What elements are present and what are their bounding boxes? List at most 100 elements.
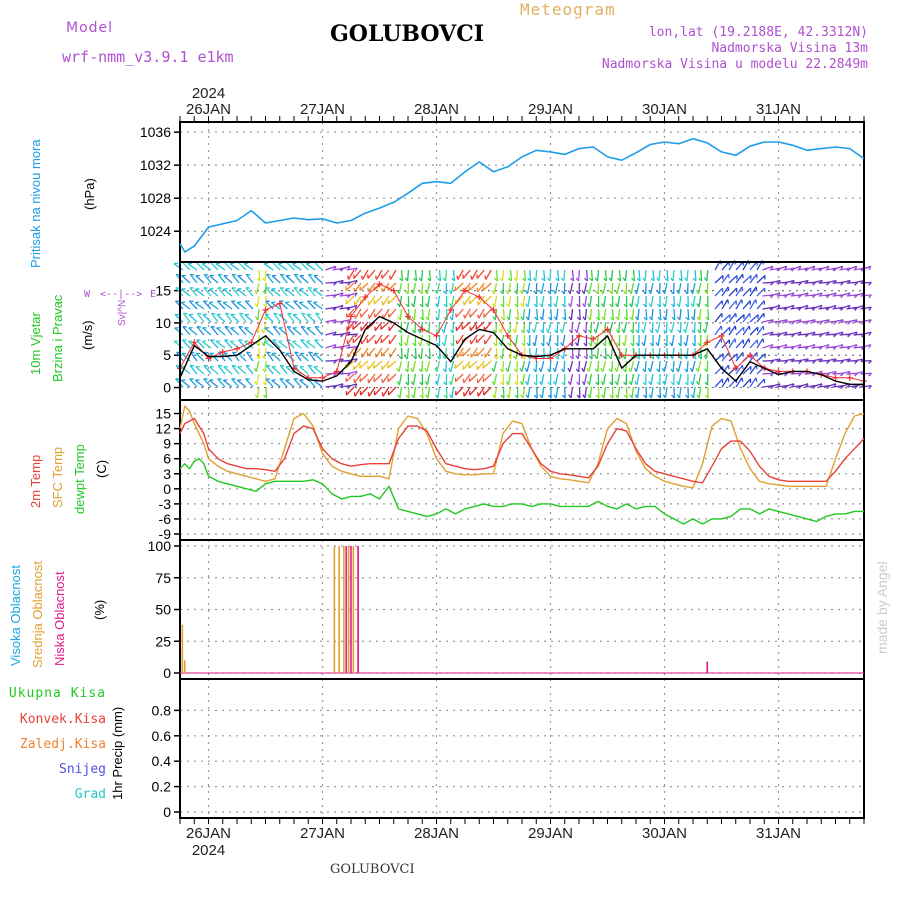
wind-barb-flag <box>203 364 209 367</box>
wind-barb <box>210 326 219 336</box>
wind-barb <box>287 312 295 323</box>
wind-barb-flag <box>587 316 591 321</box>
wind-barb-flag <box>262 368 266 373</box>
wind-barb-flag <box>436 342 440 347</box>
wind-barb-flag <box>531 328 535 334</box>
wind-barb-flag <box>670 303 675 308</box>
wind-barb-flag <box>661 367 665 372</box>
wind-barb-flag <box>493 355 498 360</box>
wind-barb-flag <box>602 342 606 347</box>
compass-ew-arrow: <--|--> <box>100 289 143 300</box>
wind-barb <box>728 338 736 349</box>
wind-barb <box>790 265 802 271</box>
wind-barb <box>735 377 743 388</box>
wind-barb <box>438 269 442 282</box>
wind-barb-flag <box>405 394 410 399</box>
wind-barb <box>272 261 281 271</box>
wind-barb-flag <box>374 353 377 358</box>
wind-barb-flag <box>450 342 454 347</box>
wind-barb <box>236 302 247 310</box>
wind-barb-flag <box>595 381 599 386</box>
footer-station: GOLUBOVCI <box>330 862 415 877</box>
wind-barb-flag <box>547 381 552 386</box>
wind-barb-flag <box>668 328 673 334</box>
pressure-series-line <box>179 137 865 253</box>
wind-barb <box>230 314 240 323</box>
wind-barb <box>677 360 682 372</box>
wind-barb-flag <box>840 360 844 365</box>
wind-barb <box>650 373 654 385</box>
wind-barb <box>375 347 383 358</box>
wind-barb-flag <box>498 328 502 334</box>
wind-barb <box>790 306 802 310</box>
wind-barb <box>173 340 184 349</box>
wind-barb-flag <box>346 353 349 358</box>
wind-barb <box>307 300 316 310</box>
wind-barb-flag <box>484 275 487 280</box>
wind-barb-flag <box>642 290 647 295</box>
wind-barb <box>444 347 448 359</box>
wind-barb-flag <box>238 325 243 328</box>
wind-barb <box>428 347 431 360</box>
wind-barb-flag <box>581 381 585 386</box>
wind-barb-flag <box>805 321 809 325</box>
wind-barb <box>217 378 226 388</box>
wind-barb-flag <box>656 381 661 386</box>
wind-barb-flag <box>534 316 538 321</box>
wind-barb <box>637 321 640 334</box>
ytick-label-temperature: 9 <box>163 436 171 452</box>
wind-barb-flag <box>448 289 452 295</box>
wind-barb-flag <box>525 394 529 399</box>
wind-barb <box>339 331 351 336</box>
wind-barb-flag <box>623 316 628 321</box>
wind-barb <box>790 319 802 323</box>
wind-barb-flag <box>570 277 574 282</box>
wind-barb <box>427 295 431 307</box>
wind-barb-flag <box>434 367 438 372</box>
wind-barb <box>665 308 668 321</box>
wind-barb <box>706 269 709 282</box>
wind-barb <box>694 269 697 282</box>
wind-barb <box>502 308 505 321</box>
wind-barb-flag <box>553 394 557 399</box>
wind-barb-flag <box>609 394 614 399</box>
wind-barb-flag <box>513 355 517 360</box>
wind-barb-flag <box>762 338 765 343</box>
wind-barb-flag <box>696 394 700 399</box>
wind-barb <box>589 308 593 321</box>
wind-barb <box>630 373 635 385</box>
wind-barb-flag <box>527 277 532 282</box>
wind-barb <box>451 308 455 321</box>
wind-barb <box>742 287 752 297</box>
wind-barb <box>631 386 635 398</box>
wind-barb-flag <box>685 316 690 321</box>
wind-barb-flag <box>539 316 544 321</box>
wind-barb <box>596 347 600 359</box>
wind-barb <box>263 263 274 271</box>
wind-gust-marker <box>504 332 511 339</box>
wind-barb-flag <box>691 342 696 347</box>
wind-barb <box>469 386 478 396</box>
wind-barb <box>209 261 219 271</box>
dewpt-temp-line <box>179 458 864 525</box>
wind-barb-flag <box>507 355 512 360</box>
wind-barb <box>853 370 865 375</box>
wind-barb <box>387 360 397 369</box>
wind-barb <box>860 281 872 284</box>
wind-barb <box>188 300 198 310</box>
wind-barb <box>451 295 455 307</box>
wind-barb <box>618 347 621 360</box>
wind-barb-flag <box>215 262 221 265</box>
wind-barb-flag <box>448 367 452 372</box>
wind-barb <box>352 334 362 344</box>
wind-barb-flag <box>417 342 422 347</box>
wind-barb-flag <box>442 355 446 360</box>
wind-barb-flag <box>470 353 473 358</box>
wind-barb-flag <box>568 394 572 399</box>
wind-barb <box>700 269 703 282</box>
wind-barb-flag <box>519 381 523 386</box>
wind-barb <box>476 269 485 279</box>
day-label-bottom: 30JAN <box>642 825 687 842</box>
wind-barb-flag <box>246 273 251 276</box>
wind-barb-flag <box>798 360 802 365</box>
